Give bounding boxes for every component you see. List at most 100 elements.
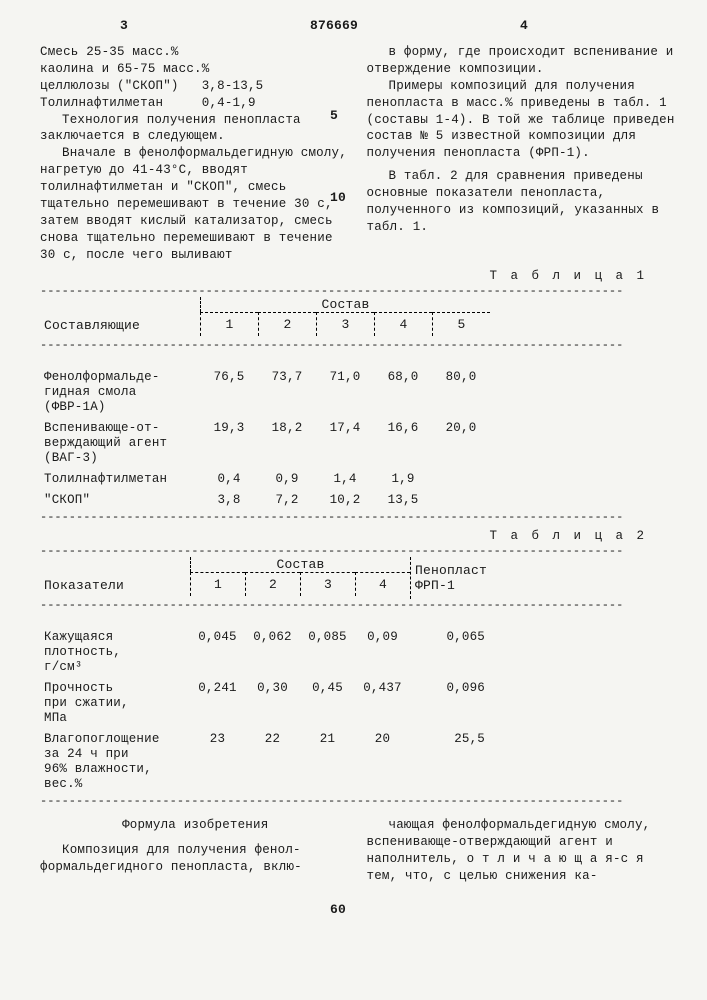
table1-head-numbers: 1 2 3 4 5 bbox=[200, 312, 490, 336]
ingredient-line-1: Смесь 25-35 масс.% bbox=[40, 44, 351, 61]
table2-body: Кажущаяся плотность, г/см³ 0,045 0,062 0… bbox=[40, 611, 677, 795]
table1-col-5: 5 bbox=[432, 312, 490, 336]
t1r2c5: 20,0 bbox=[432, 418, 490, 469]
paragraph-right-2: Примеры композиций для получения пенопла… bbox=[367, 78, 678, 162]
table2-col-4: 4 bbox=[355, 572, 410, 596]
ingredient-name-3: целлюлозы ("СКОП") bbox=[40, 79, 179, 93]
intro-columns: Смесь 25-35 масс.% каолина и 65-75 масс.… bbox=[40, 44, 677, 263]
t2r3c1: 23 bbox=[190, 729, 245, 795]
t1r4c3: 10,2 bbox=[316, 490, 374, 511]
t2r1c2: 0,062 bbox=[245, 627, 300, 678]
t1r3c3: 1,4 bbox=[316, 469, 374, 490]
t2r1cR: 0,065 bbox=[410, 627, 495, 678]
table2-head-mid-group: Состав 1 2 3 4 bbox=[190, 557, 410, 599]
table1-body: Фенолформальде- гидная смола (ФВР-1А) 76… bbox=[40, 351, 677, 511]
paragraph-left-2: Вначале в фенолформальдегидную смолу, на… bbox=[40, 145, 351, 263]
table2-caption: Т а б л и ц а 2 bbox=[40, 529, 677, 543]
t1r4c1: 3,8 bbox=[200, 490, 258, 511]
table2-head-left: Показатели bbox=[40, 557, 190, 599]
t2r1-label: Кажущаяся плотность, г/см³ bbox=[40, 627, 190, 678]
t2r2-label: Прочность при сжатии, МПа bbox=[40, 678, 190, 729]
table2-col-1: 1 bbox=[190, 572, 245, 596]
t1r2c3: 17,4 bbox=[316, 418, 374, 469]
t2r2c2: 0,30 bbox=[245, 678, 300, 729]
t1r1c1: 76,5 bbox=[200, 367, 258, 418]
paragraph-left-1: Технология получения пенопласта заключае… bbox=[40, 112, 351, 146]
table2-head-numbers: 1 2 3 4 bbox=[190, 572, 410, 596]
t2r3cR: 25,5 bbox=[410, 729, 495, 795]
t1r1c4: 68,0 bbox=[374, 367, 432, 418]
t2r2cR: 0,096 bbox=[410, 678, 495, 729]
line-marker-10: 10 bbox=[330, 190, 346, 205]
table2-col-3: 3 bbox=[300, 572, 355, 596]
table1-head-group-label: Состав bbox=[200, 297, 490, 312]
line-marker-60: 60 bbox=[330, 902, 346, 917]
t1r2-label: Вспенивающе-от- верждающий агент (ВАГ-3) bbox=[40, 418, 200, 469]
table1-rule-bottom: ----------------------------------------… bbox=[40, 511, 677, 523]
table2-col-2: 2 bbox=[245, 572, 300, 596]
t1r1c3: 71,0 bbox=[316, 367, 374, 418]
col-right: в форму, где происходит вспенивание и от… bbox=[367, 44, 678, 263]
t1r3c5 bbox=[432, 469, 490, 490]
table2-header: Показатели Состав 1 2 3 4 Пенопласт ФРП-… bbox=[40, 557, 677, 599]
table2-rule-bottom: ----------------------------------------… bbox=[40, 795, 677, 807]
table1-header: Составляющие Состав 1 2 3 4 5 bbox=[40, 297, 677, 339]
t1r2c4: 16,6 bbox=[374, 418, 432, 469]
t2r3-label: Влагопоглощение за 24 ч при 96% влажност… bbox=[40, 729, 190, 795]
table2-rule-mid: ----------------------------------------… bbox=[40, 599, 677, 611]
table1-rule-mid: ----------------------------------------… bbox=[40, 339, 677, 351]
table1-col-4: 4 bbox=[374, 312, 432, 336]
table2-rule-top: ----------------------------------------… bbox=[40, 545, 677, 557]
t1r1c2: 73,7 bbox=[258, 367, 316, 418]
page-number-left: 3 bbox=[120, 18, 128, 33]
table2-head-right: Пенопласт ФРП-1 bbox=[410, 557, 495, 599]
col-left: Смесь 25-35 масс.% каолина и 65-75 масс.… bbox=[40, 44, 351, 263]
table1-col-2: 2 bbox=[258, 312, 316, 336]
claims-title: Формула изобретения bbox=[40, 817, 351, 834]
ingredient-range-4: 0,4-1,9 bbox=[202, 95, 270, 112]
t2r3c3: 21 bbox=[300, 729, 355, 795]
t1r2c2: 18,2 bbox=[258, 418, 316, 469]
t2r1c4: 0,09 bbox=[355, 627, 410, 678]
page-header: 3 876669 4 bbox=[40, 18, 677, 44]
table1-col-3: 3 bbox=[316, 312, 374, 336]
t2r1c1: 0,045 bbox=[190, 627, 245, 678]
t1r3-label: Толилнафтилметан bbox=[40, 469, 200, 490]
line-marker-5: 5 bbox=[330, 108, 338, 123]
t1r4c4: 13,5 bbox=[374, 490, 432, 511]
table2-head-left-text: Показатели bbox=[44, 578, 124, 593]
table1-col-1: 1 bbox=[200, 312, 258, 336]
table1-head-left: Составляющие bbox=[40, 297, 200, 339]
table2-head-group-label: Состав bbox=[190, 557, 410, 572]
t1r4c2: 7,2 bbox=[258, 490, 316, 511]
claims-block: Формула изобретения Композиция для получ… bbox=[40, 817, 677, 885]
t1r4c5 bbox=[432, 490, 490, 511]
ingredient-line-3: целлюлозы ("СКОП") 3,8-13,5 bbox=[40, 78, 351, 95]
claims-right-text: чающая фенолформальдегидную смолу, вспен… bbox=[367, 817, 678, 885]
table1-head-left-text: Составляющие bbox=[44, 318, 140, 333]
ingredient-name-4: Толилнафтилметан bbox=[40, 96, 163, 110]
page-root: 3 876669 4 5 10 60 Смесь 25-35 масс.% ка… bbox=[0, 0, 707, 895]
table1-caption: Т а б л и ц а 1 bbox=[40, 269, 677, 283]
t2r3c4: 20 bbox=[355, 729, 410, 795]
t1r1c5: 80,0 bbox=[432, 367, 490, 418]
ingredient-line-2: каолина и 65-75 масс.% bbox=[40, 61, 351, 78]
t1r3c2: 0,9 bbox=[258, 469, 316, 490]
t1r2c1: 19,3 bbox=[200, 418, 258, 469]
t2r2c3: 0,45 bbox=[300, 678, 355, 729]
paragraph-right-3: В табл. 2 для сравнения приведены основн… bbox=[367, 168, 678, 236]
paragraph-right-1: в форму, где происходит вспенивание и от… bbox=[367, 44, 678, 78]
claims-left-col: Формула изобретения Композиция для получ… bbox=[40, 817, 351, 885]
t2r1c3: 0,085 bbox=[300, 627, 355, 678]
t1r1-label: Фенолформальде- гидная смола (ФВР-1А) bbox=[40, 367, 200, 418]
t1r3c1: 0,4 bbox=[200, 469, 258, 490]
t1r4-label: "СКОП" bbox=[40, 490, 200, 511]
t1r3c4: 1,9 bbox=[374, 469, 432, 490]
ingredient-line-4: Толилнафтилметан 0,4-1,9 bbox=[40, 95, 351, 112]
page-number-right: 4 bbox=[520, 18, 528, 33]
claims-right-col: чающая фенолформальдегидную смолу, вспен… bbox=[367, 817, 678, 885]
claims-left-text: Композиция для получения фенол-формальде… bbox=[40, 842, 351, 876]
ingredient-range-3: 3,8-13,5 bbox=[202, 78, 270, 95]
table1-rule-top: ----------------------------------------… bbox=[40, 285, 677, 297]
doc-number: 876669 bbox=[310, 18, 358, 33]
